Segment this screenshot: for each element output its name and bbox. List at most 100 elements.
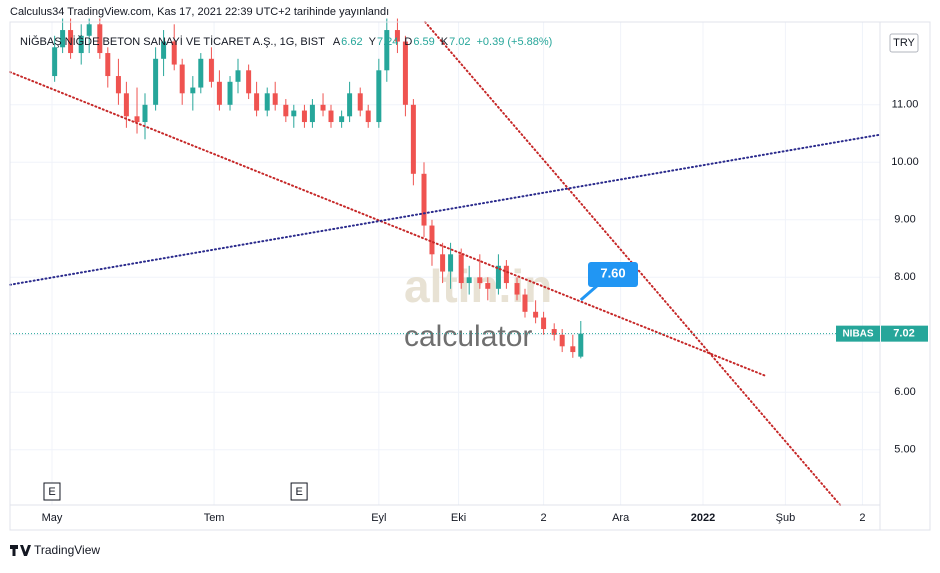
candle-body xyxy=(320,104,326,111)
candle-body xyxy=(171,41,177,65)
candle-body xyxy=(328,110,334,123)
candle-body xyxy=(246,70,252,94)
candle-body xyxy=(142,104,148,123)
candle-body xyxy=(421,173,427,226)
candle-body xyxy=(485,283,491,289)
callout-box xyxy=(588,262,638,287)
candle-body xyxy=(123,93,129,117)
candle-body xyxy=(410,104,416,174)
price-tag-label: 7.02 xyxy=(893,328,914,340)
candle-body xyxy=(466,277,472,284)
candle-body xyxy=(291,110,297,117)
candle-body xyxy=(522,294,528,312)
candle-body xyxy=(559,334,565,347)
ohlc-key: A xyxy=(333,36,341,48)
candle-body xyxy=(533,311,539,318)
candle-body xyxy=(578,333,584,357)
candle-body xyxy=(357,93,363,111)
ohlc-value: 7.24 xyxy=(377,36,398,48)
candle-body xyxy=(394,30,400,42)
candle-body xyxy=(458,254,464,284)
event-marker[interactable] xyxy=(290,482,308,501)
candle-body xyxy=(52,47,58,77)
candle-body xyxy=(272,93,278,105)
callout-pointer xyxy=(579,283,599,302)
candle-body xyxy=(495,265,501,289)
candle-body xyxy=(339,116,345,123)
candle-body xyxy=(514,283,520,295)
x-tick-label: Ara xyxy=(612,512,630,524)
y-tick-label: 5.00 xyxy=(894,444,915,456)
candle-body xyxy=(208,58,214,82)
symbol-label: NIBAS xyxy=(842,328,873,339)
candle-body xyxy=(541,317,547,330)
footer-logo xyxy=(10,545,31,556)
candle-body xyxy=(254,93,260,111)
ohlc-value: 7.02 xyxy=(449,36,470,48)
symbol-tag xyxy=(836,325,880,342)
trendline xyxy=(9,133,881,286)
candle-body xyxy=(179,64,185,94)
candle-body xyxy=(376,70,382,123)
candle-body xyxy=(477,277,483,284)
event-label: E xyxy=(48,486,55,498)
candle-body xyxy=(227,81,233,105)
candle-body xyxy=(283,104,289,117)
candle-body xyxy=(97,24,103,54)
x-tick-label: 2 xyxy=(541,512,547,524)
x-tick-label: May xyxy=(42,512,63,524)
candle-body xyxy=(429,225,435,255)
candle-body xyxy=(301,110,307,123)
event-label: E xyxy=(295,486,302,498)
y-tick-label: 11.00 xyxy=(892,99,919,111)
candle-body xyxy=(60,30,66,48)
candle-body xyxy=(448,254,454,272)
x-tick-label: Şub xyxy=(776,512,796,524)
ohlc-key: D xyxy=(404,36,412,48)
candle-body xyxy=(68,30,74,54)
frame xyxy=(9,21,931,531)
x-tick-label: Eyl xyxy=(371,512,386,524)
candle-body xyxy=(153,58,159,105)
candle-body xyxy=(384,30,390,71)
ohlc-key: K xyxy=(441,36,449,48)
currency: TRY xyxy=(893,37,915,49)
candle-body xyxy=(134,116,140,123)
watermark-text: calculator xyxy=(404,320,532,353)
candle-body xyxy=(198,58,204,88)
candle-body xyxy=(216,81,222,105)
candle-body xyxy=(235,70,241,82)
candle-body xyxy=(365,110,371,123)
footer: TradingView xyxy=(34,543,100,557)
candle-body xyxy=(551,329,557,335)
candle-body xyxy=(347,93,353,117)
candle-body xyxy=(105,53,111,77)
x-tick-label: 2 xyxy=(859,512,865,524)
candle-body xyxy=(86,24,92,36)
y-tick-label: 10.00 xyxy=(891,156,919,168)
y-tick-label: 8.00 xyxy=(894,271,915,283)
y-tick-label: 9.00 xyxy=(894,214,915,226)
callout-text: 7.60 xyxy=(600,265,625,280)
header: Calculus34 TradingView.com, Kas 17, 2021… xyxy=(10,6,389,18)
candle-body xyxy=(78,35,84,54)
candle-body xyxy=(264,93,270,111)
candle-body xyxy=(161,41,167,59)
x-tick-label: Eki xyxy=(451,512,466,524)
ohlc-value: 6.62 xyxy=(341,36,362,48)
candle-body xyxy=(115,76,121,94)
trendline xyxy=(9,71,766,377)
candle-body xyxy=(503,265,509,284)
x-tick-label: Tem xyxy=(204,512,225,524)
watermark-brand: altin.in xyxy=(404,260,552,312)
candle-body xyxy=(190,87,196,94)
ohlc-value: 6.59 xyxy=(413,36,434,48)
event-marker[interactable] xyxy=(43,482,61,501)
candle-body xyxy=(402,41,408,105)
currency-badge[interactable] xyxy=(889,33,919,53)
candle-body xyxy=(570,346,576,353)
candle-body xyxy=(309,104,315,123)
candle-body xyxy=(440,254,446,272)
change: +0.39 (+5.88%) xyxy=(477,36,553,48)
